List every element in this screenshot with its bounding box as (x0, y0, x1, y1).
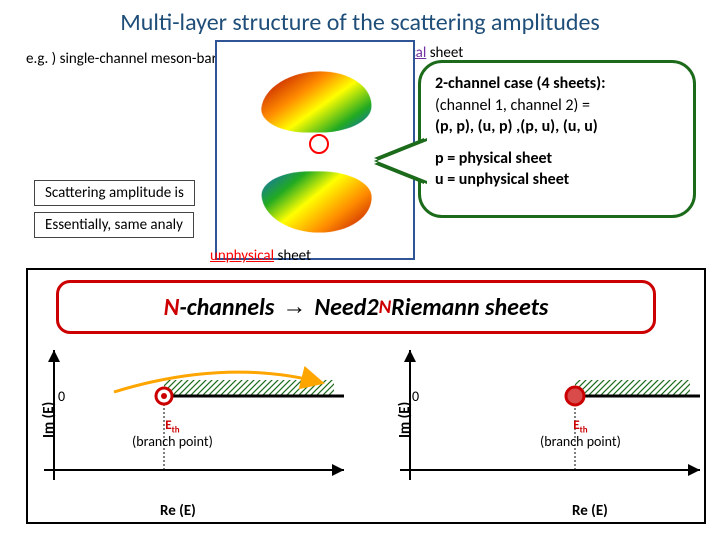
scattering-text-box: Scattering amplitude is (34, 180, 195, 206)
bubble-line1: 2-channel case (4 sheets): (435, 73, 679, 95)
unphysical-sheet-label: unphysical sheet (210, 247, 311, 265)
bubble-line3: (p, p), (u, p) ,(p, u), (u, u) (435, 116, 679, 138)
two-channel-bubble: 2-channel case (4 sheets): (channel 1, c… (418, 60, 696, 218)
left-branch-caption: Eth (branch point) (132, 418, 213, 449)
page-title: Multi-layer structure of the scattering … (0, 0, 720, 37)
right-riemann-chart (400, 350, 710, 480)
left-riemann-chart (44, 350, 354, 480)
left-chart-xlabel: Re (E) (160, 502, 196, 520)
n-channels-callout: N-channels → Need 2N Riemann sheets (56, 280, 656, 334)
bubble-line4: p = physical sheet (435, 148, 679, 170)
example-subtitle: e.g. ) single-channel meson-bar (26, 50, 217, 68)
upper-surface (259, 71, 375, 132)
branch-point-ring-icon (309, 134, 329, 154)
essentially-text-box: Essentially, same analy (34, 212, 194, 238)
bubble-line2: (channel 1, channel 2) = (435, 95, 679, 117)
bubble-line5: u = unphysical sheet (435, 169, 679, 191)
lower-surface (260, 171, 374, 232)
right-chart-xlabel: Re (E) (572, 502, 608, 520)
right-branch-caption: Eth (branch point) (540, 418, 621, 449)
